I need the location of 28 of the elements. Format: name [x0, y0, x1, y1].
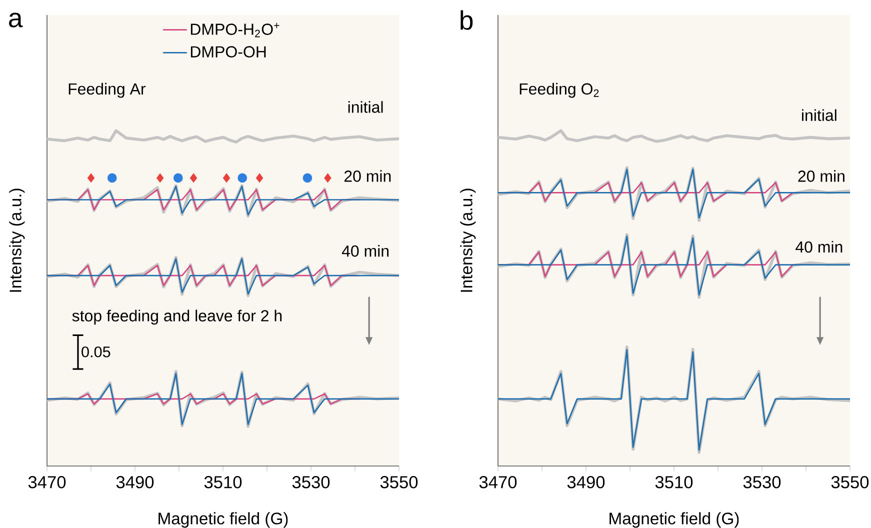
x-axis-title: Magnetic field (G) [158, 512, 288, 528]
y-axis-title: Intensity (a.u.) [460, 188, 476, 292]
x-tick-label: 3510 [204, 476, 242, 488]
legend-label: DMPO-OH [190, 46, 266, 58]
x-tick-label: 3550 [380, 476, 418, 488]
annotation: 20 min [344, 170, 391, 182]
x-tick-label: 3510 [655, 476, 693, 488]
annotation: stop feeding and leave for 2 h [72, 310, 282, 325]
annotation: 0.05 [82, 346, 110, 358]
y-axis-title: Intensity (a.u.) [9, 188, 25, 292]
x-tick-label: 3490 [116, 476, 154, 488]
x-tick-label: 3550 [831, 476, 869, 488]
text: Feeding Ar [68, 82, 146, 98]
x-tick-label: 3530 [743, 476, 781, 488]
chart-title: a [9, 12, 23, 28]
chart-title: b [460, 10, 473, 30]
x-tick-label: 3470 [479, 476, 517, 488]
x-axis-title: Magnetic field (G) [610, 512, 739, 528]
text: initial [802, 109, 836, 121]
legend-label: DMPO-H$_{2}$O$^{+}$ [190, 22, 280, 38]
text: initial [348, 101, 383, 113]
x-tick-label: 3530 [292, 476, 330, 488]
x-tick-label: 3490 [567, 476, 605, 488]
x-tick-label: 3470 [28, 476, 66, 488]
text: Feeding O$_{2}$ [520, 82, 599, 98]
annotation: 20 min [798, 170, 844, 182]
annotation: 40 min [342, 244, 389, 257]
annotation: 40 min [796, 240, 842, 253]
